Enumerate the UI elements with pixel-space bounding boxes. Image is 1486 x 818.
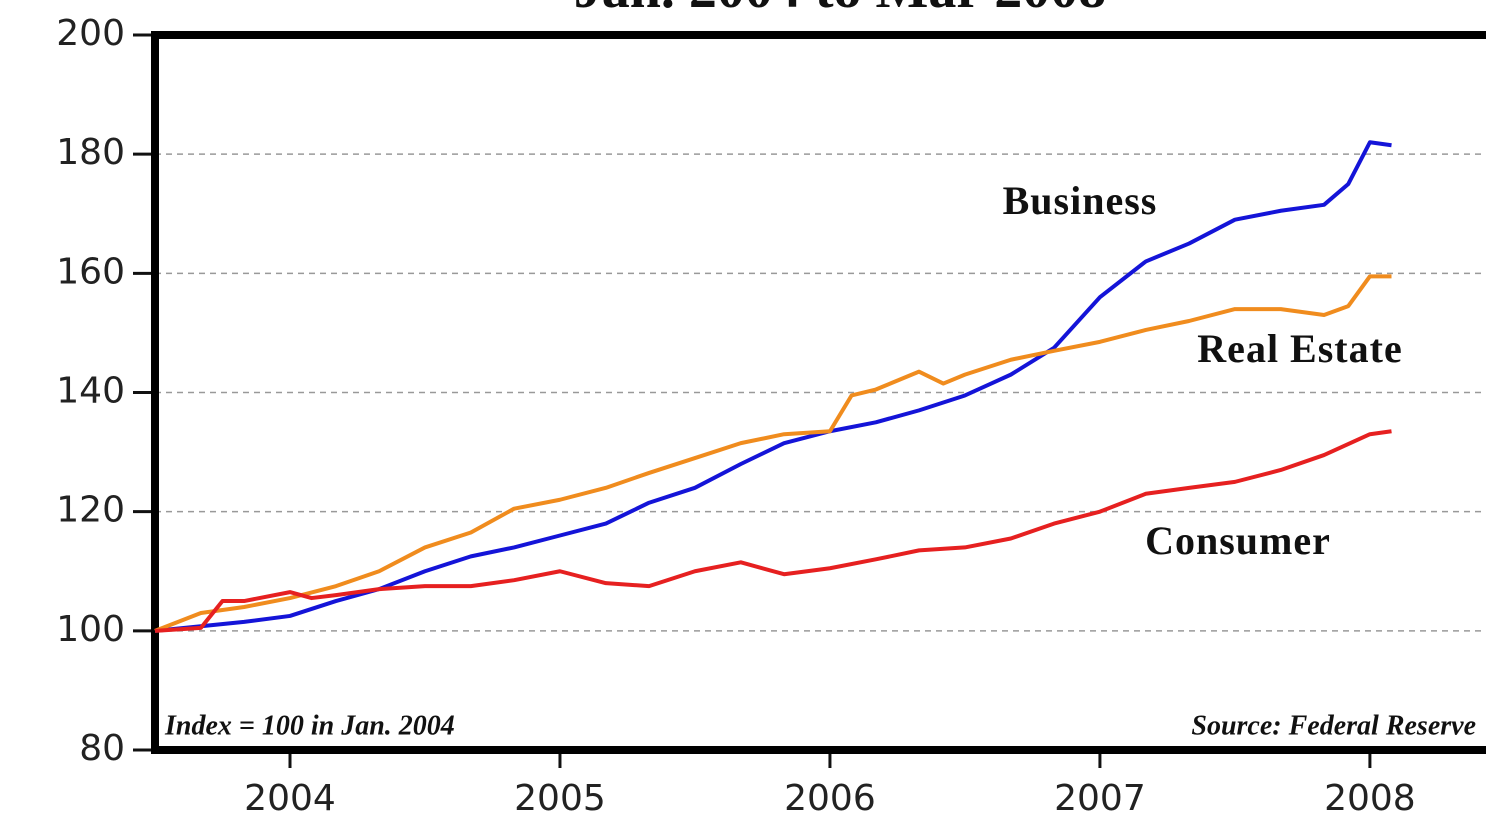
plot-frame [151, 31, 1486, 754]
x-tick-label: 2007 [1054, 778, 1146, 818]
x-tick-label: 2004 [244, 778, 336, 818]
x-tick-label: 2008 [1324, 778, 1416, 818]
series-line [154, 429, 1392, 633]
note: Index = 100 in Jan. 2004 [164, 710, 455, 741]
series-label: Business [1003, 178, 1158, 223]
y-tick-label: 140 [56, 371, 125, 412]
chart-title: Jan. 2004 to Mar 2008 [574, 0, 1107, 20]
x-tick-label: 2006 [784, 778, 876, 818]
x-tick-label: 2005 [514, 778, 606, 818]
y-tick-label: 80 [79, 728, 125, 769]
y-tick-label: 120 [56, 490, 125, 531]
y-tick-label: 100 [56, 609, 125, 650]
series-label: Consumer [1145, 518, 1331, 563]
y-tick-label: 160 [56, 251, 125, 292]
y-tick-label: 180 [56, 132, 125, 173]
series-label: Real Estate [1197, 326, 1402, 371]
series-line [154, 274, 1392, 633]
source: Source: Federal Reserve [1191, 710, 1476, 741]
y-tick-label: 200 [56, 13, 125, 54]
